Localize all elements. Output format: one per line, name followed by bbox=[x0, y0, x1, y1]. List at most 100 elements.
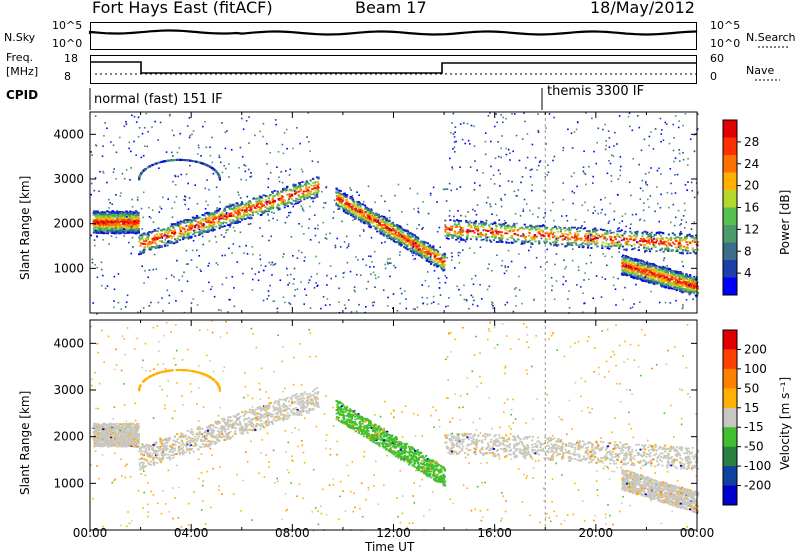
power-band-late bbox=[497, 237, 501, 239]
power-band-late bbox=[498, 223, 501, 226]
power-band-lower bbox=[693, 283, 696, 286]
power-band-late bbox=[609, 229, 612, 232]
power-band-descending bbox=[409, 232, 412, 235]
power-band-main bbox=[303, 183, 306, 186]
power-band-late bbox=[513, 240, 516, 242]
power-band-late bbox=[465, 220, 468, 222]
power-band-late bbox=[628, 238, 632, 241]
power-band-descending bbox=[337, 203, 340, 206]
power-band-late bbox=[515, 240, 518, 243]
power-band-late bbox=[673, 233, 676, 236]
power-band-descending bbox=[430, 246, 433, 249]
power-band-descending bbox=[397, 228, 400, 230]
power-band-late bbox=[653, 241, 656, 244]
power-band-main bbox=[155, 245, 158, 248]
power-band-main bbox=[270, 204, 273, 207]
power-band-descending bbox=[380, 220, 383, 222]
power-band-late bbox=[444, 230, 447, 233]
power-band-late bbox=[502, 224, 506, 226]
power-band-descending bbox=[424, 253, 427, 256]
power-scatter bbox=[604, 213, 607, 216]
power-band-main bbox=[216, 221, 219, 224]
power-band-main bbox=[188, 228, 191, 231]
power-band-main bbox=[194, 229, 197, 231]
power-band-main bbox=[272, 195, 275, 198]
power-band-late bbox=[524, 236, 527, 238]
power-band-late bbox=[528, 228, 531, 231]
power-band-main bbox=[203, 226, 206, 229]
power-band-late bbox=[667, 239, 670, 242]
power-band-main bbox=[273, 199, 276, 202]
power-scatter bbox=[211, 136, 213, 139]
power-band-lower bbox=[675, 274, 678, 277]
power-band-main bbox=[192, 233, 195, 236]
power-band-descending bbox=[408, 242, 411, 244]
power-band-main bbox=[190, 227, 193, 230]
power-band-descending bbox=[352, 204, 355, 207]
power-band-late bbox=[479, 235, 482, 238]
power-band-lower bbox=[662, 269, 665, 272]
power-band-late bbox=[648, 237, 651, 240]
power-band-descending bbox=[383, 221, 386, 223]
power-band-late bbox=[619, 236, 622, 239]
power-band-lower bbox=[624, 267, 627, 270]
power-band-late bbox=[650, 238, 653, 241]
power-band-late bbox=[477, 225, 480, 228]
power-scatter bbox=[442, 188, 445, 190]
power-band-late bbox=[476, 226, 479, 229]
power-band-lower bbox=[622, 260, 625, 263]
power-band-late bbox=[674, 240, 678, 242]
power-band-late bbox=[614, 238, 617, 241]
power-band-late bbox=[592, 240, 595, 243]
power-band-early bbox=[123, 224, 126, 227]
power-band-late bbox=[520, 240, 523, 243]
power-band-main bbox=[158, 237, 161, 239]
power-band-late bbox=[612, 243, 615, 246]
power-band-early bbox=[125, 220, 128, 223]
power-band-main bbox=[235, 220, 238, 223]
power-band-lower bbox=[690, 280, 693, 283]
power-band-main bbox=[236, 205, 239, 208]
power-band-early bbox=[95, 227, 99, 230]
power-band-descending bbox=[345, 205, 348, 208]
power-band-main bbox=[212, 227, 215, 229]
power-band-descending bbox=[351, 213, 355, 216]
power-band-main bbox=[305, 187, 308, 190]
power-band-descending bbox=[424, 257, 428, 259]
power-band-descending bbox=[440, 258, 443, 261]
power-band-late bbox=[587, 233, 590, 235]
power-band-main bbox=[153, 241, 157, 244]
power-band-late bbox=[511, 228, 515, 231]
power-scatter bbox=[288, 214, 290, 217]
power-band-descending bbox=[406, 237, 409, 240]
power-band-late bbox=[552, 241, 555, 244]
power-band-main bbox=[170, 236, 173, 238]
power-scatter bbox=[247, 223, 250, 226]
power-band-late bbox=[578, 237, 581, 240]
power-band-lower bbox=[663, 286, 666, 288]
power-scatter bbox=[205, 146, 208, 149]
power-band-early bbox=[102, 211, 105, 214]
power-band-late bbox=[545, 226, 549, 229]
power-band-late bbox=[513, 232, 516, 235]
power-band-descending bbox=[403, 246, 406, 248]
power-band-lower bbox=[693, 285, 696, 288]
power-band-main bbox=[161, 228, 164, 231]
power-band-early bbox=[117, 228, 120, 230]
power-band-early bbox=[120, 231, 123, 234]
power-band-main bbox=[317, 186, 320, 189]
power-band-main bbox=[205, 221, 208, 224]
power-band-main bbox=[225, 216, 228, 219]
power-band-late bbox=[525, 226, 528, 228]
power-band-lower bbox=[670, 276, 673, 279]
power-band-late bbox=[591, 238, 595, 241]
power-band-main bbox=[144, 233, 147, 236]
power-scatter bbox=[314, 234, 317, 237]
power-scatter bbox=[472, 296, 474, 298]
power-band-lower bbox=[637, 268, 640, 271]
power-band-descending bbox=[340, 203, 343, 206]
power-band-late bbox=[576, 235, 579, 237]
power-band-lower bbox=[631, 275, 634, 278]
power-band-descending bbox=[430, 247, 434, 250]
power-band-main bbox=[239, 208, 242, 211]
